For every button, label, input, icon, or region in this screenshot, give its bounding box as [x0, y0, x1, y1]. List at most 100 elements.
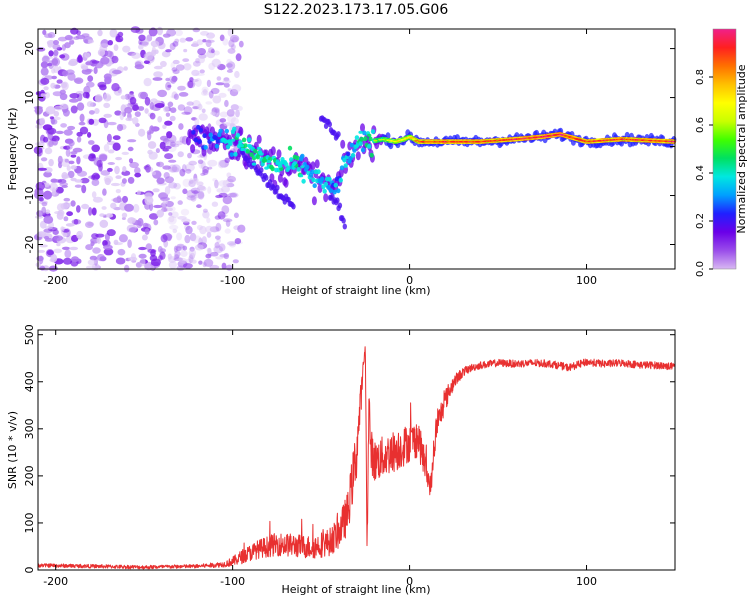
spectrogram-noise-blob — [86, 39, 95, 44]
spectrogram-ridge-core — [235, 132, 241, 138]
spectrogram-noise-blob — [74, 179, 83, 183]
spectrogram-noise-blob — [197, 159, 204, 165]
spectrogram-x-tick-label: -100 — [220, 274, 245, 287]
spectrogram-noise-blob — [177, 104, 186, 111]
spectrogram-noise-blob — [237, 224, 246, 233]
spectrogram-noise-blob — [223, 77, 230, 82]
spectrogram-noise-blob — [210, 48, 215, 54]
spectrogram-noise-blob — [70, 105, 78, 114]
spectrogram-noise-blob — [51, 57, 61, 67]
spectrogram-noise-blob — [61, 70, 69, 77]
spectrogram-noise-blob — [230, 104, 239, 111]
spectrogram-ridge-core — [327, 176, 332, 182]
spectrogram-ridge-core — [217, 132, 222, 138]
spectrogram-noise-blob — [187, 152, 192, 159]
spectrogram-noise-blob — [113, 44, 119, 51]
snr-y-tick-label: 200 — [23, 465, 36, 486]
spectrogram-noise-blob — [52, 43, 61, 50]
spectrogram-noise-blob — [88, 207, 93, 216]
spectrogram-noise-blob — [185, 168, 192, 174]
spectrogram-noise-blob — [168, 212, 173, 216]
spectrogram-ridge-core — [320, 176, 325, 182]
spectrogram-noise-blob — [51, 187, 56, 196]
spectrogram-noise-blob — [121, 212, 128, 218]
snr-x-tick-label: 0 — [406, 575, 413, 588]
spectrogram-noise-blob — [138, 91, 147, 99]
spectrogram-noise-blob — [90, 174, 96, 181]
spectrogram-noise-blob — [85, 265, 96, 270]
spectrogram-noise-blob — [73, 218, 79, 225]
spectrogram-noise-blob — [195, 72, 205, 76]
spectrogram-noise-blob — [156, 209, 164, 218]
spectrogram-ridge-core — [266, 160, 272, 164]
spectrogram-noise-blob — [42, 29, 47, 35]
spectrogram-noise-blob — [226, 69, 233, 73]
spectrogram-noise-blob — [226, 109, 235, 117]
snr-y-tick-label: 0 — [23, 567, 36, 574]
snr-y-tick-label: 400 — [23, 371, 36, 392]
spectrogram-branch-blob — [337, 202, 343, 209]
spectrogram-ridge-layer — [185, 115, 677, 230]
spectrogram-ridge-halo — [270, 146, 276, 156]
spectrogram-ridge-core — [280, 159, 285, 163]
spectrogram-ridge-core — [240, 147, 246, 152]
spectrogram-noise-blob — [136, 190, 141, 196]
spectrogram-y-tick-label: 0 — [23, 143, 36, 150]
spectrogram-noise-blob — [222, 179, 229, 187]
spectrogram-noise-blob — [163, 106, 170, 113]
spectrogram-noise-blob — [213, 50, 220, 56]
spectrogram-noise-blob — [44, 147, 53, 155]
spectrogram-noise-blob — [41, 55, 50, 64]
spectrogram-noise-blob — [200, 172, 206, 176]
spectrogram-noise-blob — [122, 45, 131, 53]
spectrogram-noise-blob — [189, 178, 194, 184]
spectrogram-noise-blob — [149, 102, 155, 110]
spectrogram-branch-blob — [267, 179, 273, 186]
spectrogram-noise-blob — [53, 40, 59, 45]
spectrogram-ridge-core — [230, 138, 236, 142]
spectrogram-noise-blob — [210, 251, 219, 257]
spectrogram-noise-blob — [164, 186, 171, 195]
spectrogram-noise-blob — [170, 166, 180, 173]
spectrogram-noise-blob — [77, 170, 88, 177]
spectrogram-noise-blob — [199, 225, 207, 235]
spectrogram-noise-blob — [215, 235, 221, 240]
spectrogram-ridge-core — [232, 126, 237, 132]
spectrogram-noise-blob — [127, 176, 135, 184]
spectrogram-noise-blob — [86, 101, 94, 108]
colorbar-ticks: 0.0 0.2 0.4 0.6 0.8 — [695, 69, 713, 277]
spectrogram-noise-blob — [197, 56, 205, 64]
spectrogram-noise-blob — [127, 146, 134, 152]
spectrogram-noise-blob — [157, 116, 163, 123]
spectrogram-noise-blob — [178, 257, 187, 264]
spectrogram-noise-blob — [216, 188, 224, 193]
spectrogram-noise-blob — [197, 186, 207, 192]
spectrogram-noise-blob — [180, 208, 190, 216]
spectrogram-noise-blob — [197, 48, 207, 56]
spectrogram-noise-blob — [124, 106, 133, 114]
spectrogram-noise-blob — [207, 159, 218, 167]
spectrogram-branch-blob — [336, 131, 341, 138]
spectrogram-ridge-core — [358, 141, 363, 147]
spectrogram-noise-blob — [152, 188, 160, 193]
spectrogram-noise-blob — [229, 34, 240, 43]
spectrogram-noise-blob — [59, 103, 69, 110]
spectrogram-y-tick-label: -20 — [23, 236, 36, 254]
spectrogram-ridge-core — [363, 136, 368, 142]
spectrogram-noise-blob — [164, 153, 174, 160]
spectrogram-noise-blob — [188, 180, 196, 188]
spectrogram-ridge-core — [378, 138, 383, 141]
spectrogram-ridge-core — [284, 162, 289, 167]
spectrogram-noise-blob — [188, 160, 197, 166]
spectrogram-noise-blob — [51, 75, 57, 80]
snr-y-label: SNR (10 * v/v) — [6, 411, 19, 489]
spectrogram-noise-blob — [96, 159, 103, 168]
spectrogram-noise-blob — [69, 93, 80, 99]
spectrogram-noise-blob — [176, 245, 186, 251]
spectrogram-noise-blob — [186, 189, 196, 198]
spectrogram-noise-blob — [90, 241, 95, 247]
spectrogram-ridge-core — [349, 142, 355, 148]
spectrogram-noise-blob — [219, 34, 225, 42]
spectrogram-ridge-halo — [185, 136, 191, 146]
